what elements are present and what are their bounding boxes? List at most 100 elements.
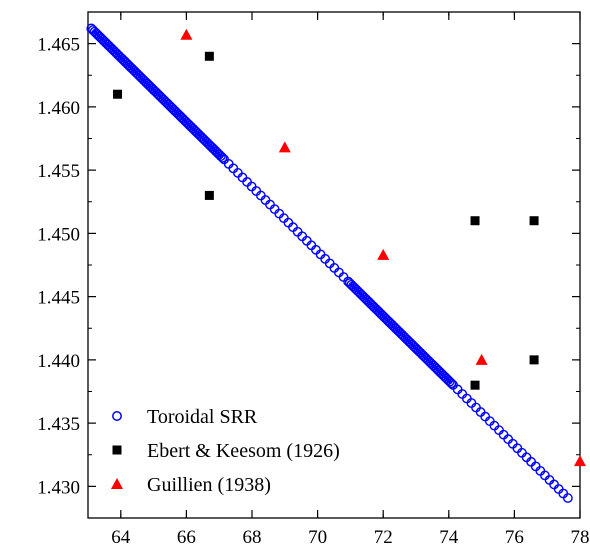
toroidal-srr-point [102,39,113,50]
series-layer [86,23,586,503]
toroidal-srr-point [206,141,216,152]
toroidal-srr-point [446,378,457,389]
toroidal-srr-point [402,334,413,345]
toroidal-srr-point [346,279,357,290]
toroidal-srr-point [153,89,164,100]
toroidal-srr-point [109,46,120,56]
toroidal-srr-point [354,287,365,298]
x-tick-label: 72 [374,527,393,548]
toroidal-srr-point [186,122,197,132]
legend-marker-ebert-keesom [112,445,122,455]
toroidal-srr-point [120,57,131,68]
toroidal-srr-point [397,329,408,340]
toroidal-srr-point [410,342,421,353]
toroidal-srr-point [405,338,416,348]
toroidal-srr-point [389,321,399,332]
ebert-keesom-point [470,380,480,390]
ebert-keesom-point [204,51,214,61]
ebert-keesom-point [470,216,480,226]
toroidal-srr-point [188,123,198,134]
toroidal-srr-point [436,368,447,379]
toroidal-srr-point [390,323,401,334]
toroidal-srr-point [110,47,121,58]
toroidal-srr-point [348,281,358,292]
toroidal-srr-point [380,313,391,324]
y-tick-label: 1.430 [37,477,80,498]
toroidal-srr-point [155,91,166,102]
series-guillien [180,28,586,467]
toroidal-srr-point [158,94,169,105]
toroidal-srr-point [197,133,208,144]
guillien-point [574,455,586,467]
toroidal-srr-point [166,102,177,113]
toroidal-srr-point [353,286,363,297]
x-tick-label: 76 [505,527,524,548]
toroidal-srr-point [96,33,107,44]
toroidal-srr-point [174,110,185,121]
y-axis-ticks [88,11,580,519]
legend-label-guillien: Guillien (1938) [147,474,271,496]
toroidal-srr-point [199,135,210,145]
toroidal-srr-point [140,76,151,87]
toroidal-srr-point [106,42,116,53]
toroidal-srr-point [377,310,388,321]
toroidal-srr-point [97,34,108,45]
toroidal-srr-point [117,54,128,65]
y-tick-label: 1.465 [37,35,80,56]
y-tick-label: 1.445 [37,288,80,309]
toroidal-srr-point [179,115,190,126]
toroidal-srr-point [163,99,174,110]
toroidal-srr-point [431,363,442,374]
toroidal-srr-point [104,41,115,52]
toroidal-srr-point [357,291,368,301]
legend-marker-toroidal-srr [112,411,122,421]
toroidal-srr-point [92,30,103,40]
legend-label-ebert-keesom: Ebert & Keesom (1926) [147,440,340,462]
guillien-point [475,353,488,365]
toroidal-srr-point [173,109,184,119]
toroidal-srr-point [421,354,432,364]
toroidal-srr-point [138,75,149,86]
legend-entry-ebert-keesom: Ebert & Keesom (1926) [112,440,340,462]
legend-label-toroidal-srr: Toroidal SRR [147,406,258,428]
toroidal-srr-point [417,349,427,360]
series-ebert-keesom [113,51,539,390]
toroidal-srr-point [384,316,395,327]
y-tick-label: 1.450 [37,224,80,245]
toroidal-srr-point [382,315,393,326]
toroidal-srr-point [400,333,411,343]
toroidal-srr-point [430,362,440,373]
toroidal-srr-point [122,59,133,69]
toroidal-srr-point [394,326,404,337]
toroidal-srr-point [91,28,102,39]
toroidal-srr-point [137,73,148,84]
toroidal-srr-point [151,88,162,98]
toroidal-srr-point [191,126,202,137]
x-tick-label: 70 [308,527,327,548]
toroidal-srr-point [443,375,454,385]
x-tick-label: 64 [111,527,131,548]
toroidal-srr-point [94,31,105,42]
ebert-keesom-point [529,355,539,365]
toroidal-srr-point [196,131,207,142]
toroidal-srr-point [425,357,436,368]
toroidal-srr-point [408,341,419,352]
toroidal-srr-point [376,308,386,319]
toroidal-srr-point [387,320,398,331]
toroidal-srr-point [428,360,439,371]
toroidal-srr-point [395,328,406,339]
toroidal-srr-point [426,359,437,369]
toroidal-srr-point [217,152,228,163]
toroidal-srr-point [192,128,203,139]
toroidal-srr-point [132,68,143,79]
toroidal-srr-point [170,105,180,116]
toroidal-srr-point [130,67,141,77]
toroidal-srr-point [143,80,154,90]
x-tick-label: 66 [177,527,196,548]
toroidal-srr-point [171,107,182,118]
toroidal-srr-point [115,52,126,63]
toroidal-srr-point [101,38,111,48]
toroidal-srr-point [156,93,167,103]
toroidal-srr-point [161,97,172,108]
toroidal-srr-point [89,26,100,37]
